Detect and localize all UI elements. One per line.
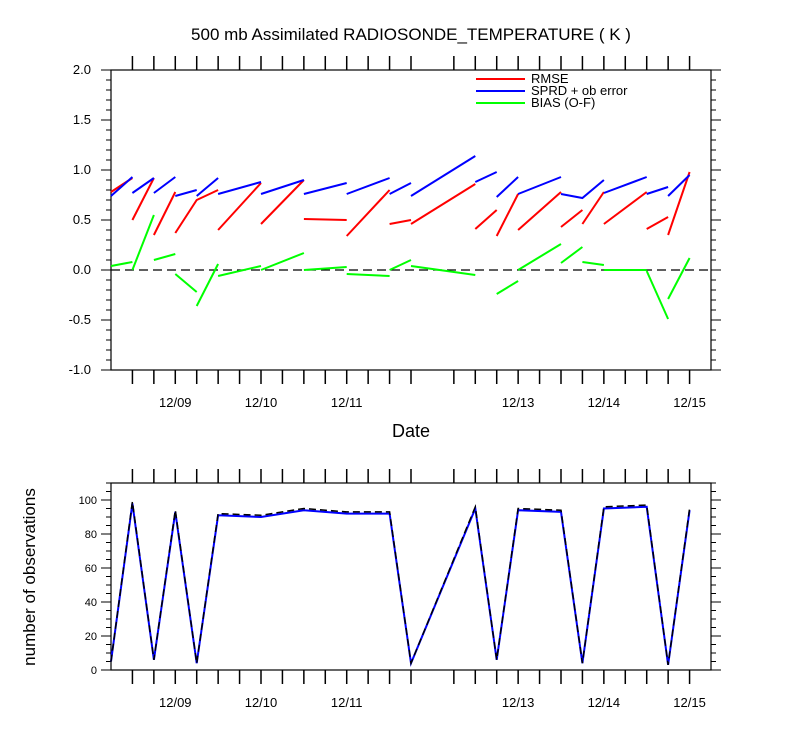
sprd-ob-error-line-segment — [410, 155, 476, 197]
bottom-x-tick-label: 12/09 — [159, 695, 192, 710]
sprd-ob-error-line-segment — [260, 179, 305, 195]
bias-o-f-line-segment — [389, 259, 412, 271]
y-axis-label: number of observations — [20, 488, 39, 666]
bottom-x-tick-label: 12/13 — [502, 695, 535, 710]
legend-label: SPRD + ob error — [531, 83, 628, 98]
top-x-tick-label: 12/13 — [502, 395, 535, 410]
top-y-tick-label: 1.5 — [73, 112, 91, 127]
sprd-ob-error-line-segment — [153, 176, 176, 194]
bottom-x-tick-label: 12/10 — [245, 695, 278, 710]
bias-o-f-line-segment — [582, 261, 605, 266]
top-x-tick-label: 12/09 — [159, 395, 192, 410]
rmse-line-segment — [153, 191, 177, 236]
sprd-ob-error-line-segment — [517, 176, 562, 195]
bottom-chart-panel: 12/09 12/10 12/11 12/13 12/14 12/15 0 20 40 60 80 1… — [79, 469, 721, 710]
rmse-line-segment — [495, 193, 519, 237]
bottom-x-tick-label: 12/15 — [673, 695, 706, 710]
top-x-tick-label: 12/10 — [245, 395, 278, 410]
legend-label: RMSE — [531, 71, 569, 86]
bias-o-f-line-segment — [174, 273, 198, 293]
top-y-tick-label: 0.5 — [73, 212, 91, 227]
rmse-line-segment — [474, 209, 498, 230]
top-y-tick-label: 0.0 — [73, 262, 91, 277]
rmse-line-segment — [389, 219, 412, 225]
rmse-line-segment — [517, 191, 562, 231]
bias-o-f-line-segment — [153, 253, 176, 261]
top-x-tick-label: 12/15 — [673, 395, 706, 410]
bias-o-f-line-segment — [195, 263, 219, 307]
bias-o-f-line-segment — [217, 265, 262, 277]
sprd-ob-error-line-segment — [217, 181, 262, 195]
bias-o-f-line-segment — [260, 252, 305, 271]
rmse-line-segment — [217, 182, 262, 231]
sprd-ob-error-line-segment — [667, 174, 691, 197]
sprd-ob-error-line-segment — [131, 177, 155, 194]
rmse-line-segment — [345, 189, 391, 237]
bottom-y-tick-label: 60 — [85, 563, 97, 575]
top-y-tick-label: -1.0 — [69, 362, 91, 377]
bottom-y-tick-label: 20 — [85, 631, 97, 643]
rmse-line-segment — [410, 183, 476, 225]
rmse-line-segment — [667, 171, 691, 236]
bias-o-f-line-segment — [110, 261, 133, 267]
bias-o-f-line-segment — [517, 243, 562, 271]
rmse-line-segment — [560, 209, 584, 228]
bottom-y-tick-label: 0 — [91, 665, 97, 677]
sprd-ob-error-line-segment — [389, 182, 412, 195]
top-chart-panel: 12/09 12/10 12/11 12/13 12/14 12/15 -1.0 -0.5 0.… — [69, 56, 721, 410]
rmse-line-segment — [646, 216, 669, 230]
sprd-ob-error-line-segment — [496, 176, 519, 198]
sprd-ob-error-line-segment — [175, 189, 197, 197]
bias-o-f-line-segment — [496, 280, 519, 295]
x-axis-label: Date — [392, 421, 430, 441]
legend-label: BIAS (O-F) — [531, 95, 595, 110]
top-y-tick-label: -0.5 — [69, 312, 91, 327]
sprd-ob-error-line-segment — [346, 177, 390, 195]
bottom-y-tick-label: 100 — [79, 495, 97, 507]
bias-o-f-line-segment — [645, 270, 670, 320]
top-x-tick-label: 12/11 — [331, 395, 363, 410]
top-y-tick-label: 1.0 — [73, 162, 91, 177]
rmse-line-segment — [603, 191, 648, 225]
sprd-ob-error-line-segment — [560, 179, 605, 200]
bias-o-f-line-segment — [667, 257, 691, 300]
bottom-y-tick-label: 40 — [85, 597, 97, 609]
rmse-line-segment — [303, 218, 347, 221]
rmse-line-segment — [260, 179, 305, 225]
bias-o-f-line-segment — [131, 214, 155, 271]
rmse-line-segment — [581, 191, 605, 225]
bottom-y-tick-label: 80 — [85, 529, 97, 541]
bias-o-f-line-segment — [560, 246, 583, 264]
sprd-ob-error-line-segment — [196, 177, 219, 197]
top-y-tick-label: 2.0 — [73, 62, 91, 77]
top-x-tick-label: 12/14 — [588, 395, 621, 410]
bottom-x-tick-label: 12/11 — [331, 695, 363, 710]
rmse-line-segment — [131, 177, 155, 221]
observations-solid-line — [110, 503, 691, 667]
bias-o-f-line-segment — [303, 266, 347, 271]
bottom-x-tick-label: 12/14 — [588, 695, 621, 710]
chart-title: 500 mb Assimilated RADIOSONDE_TEMPERATUR… — [191, 25, 631, 44]
rmse-line-segment — [174, 189, 219, 234]
sprd-ob-error-line-segment — [110, 176, 134, 197]
bias-o-f-line-segment — [410, 265, 476, 276]
sprd-ob-error-line-segment — [303, 182, 347, 195]
sprd-ob-error-line-segment — [603, 176, 648, 194]
bottom-plot-frame — [110, 482, 712, 671]
observations-dashed-line — [110, 501, 691, 667]
sprd-ob-error-line-segment — [646, 186, 669, 195]
bias-o-f-line-segment — [346, 273, 390, 277]
sprd-ob-error-line-segment — [474, 171, 498, 183]
